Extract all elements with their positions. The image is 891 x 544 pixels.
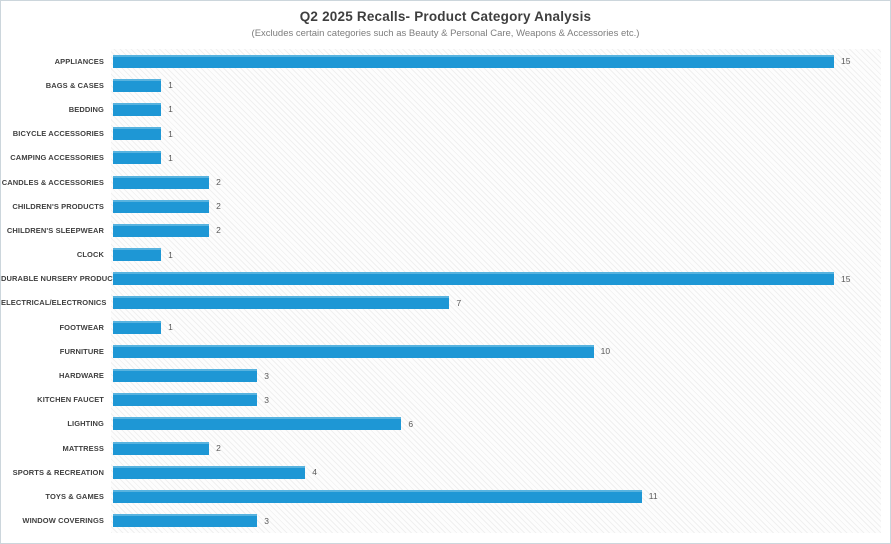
- chart-row: CHILDREN'S PRODUCTS 2: [1, 194, 890, 218]
- value-label: 2: [216, 177, 221, 188]
- value-label: 1: [168, 128, 173, 139]
- bar: [113, 223, 210, 237]
- value-label: 1: [168, 322, 173, 333]
- category-label: BEDDING: [68, 104, 104, 114]
- value-label: 6: [408, 418, 414, 429]
- category-label: ELECTRICAL/ELECTRONICS: [1, 298, 107, 308]
- category-label: CLOCK: [76, 250, 104, 260]
- bar: [113, 199, 210, 213]
- chart-row: CLOCK 1: [1, 243, 890, 267]
- category-label: WINDOW COVERINGS: [22, 516, 104, 526]
- category-label: CANDLES & ACCESSORIES: [1, 177, 104, 187]
- value-label: 7: [456, 297, 462, 308]
- category-label: FOOTWEAR: [59, 322, 104, 332]
- value-label: 2: [216, 201, 221, 212]
- value-label: 3: [264, 515, 269, 526]
- category-label: CHILDREN'S SLEEPWEAR: [6, 225, 104, 235]
- value-label: 1: [168, 249, 173, 260]
- bar: [113, 465, 306, 479]
- value-label: 1: [168, 104, 173, 115]
- category-label: HARDWARE: [59, 371, 104, 381]
- chart-row: CHILDREN'S SLEEPWEAR 2: [1, 218, 890, 242]
- chart-row: FURNITURE 10: [1, 339, 890, 363]
- category-label: TOYS & GAMES: [45, 491, 104, 501]
- chart-row: FOOTWEAR 1: [1, 315, 890, 339]
- bar: [113, 417, 402, 431]
- chart-row: DURABLE NURSERY PRODUCT 15: [1, 267, 890, 291]
- bar: [113, 54, 834, 68]
- bar-rows: APPLIANCES 15 BAGS & CASES 1 BEDDING 1 BICYCLE…: [1, 49, 890, 533]
- value-label: 1: [168, 152, 173, 163]
- category-label: FURNITURE: [59, 346, 104, 356]
- category-label: DURABLE NURSERY PRODUCT: [1, 274, 118, 284]
- value-label: 3: [264, 370, 269, 381]
- bar: [113, 441, 210, 455]
- chart-title: Q2 2025 Recalls- Product Category Analys…: [299, 9, 592, 24]
- value-label: 10: [600, 346, 611, 357]
- chart-row: BICYCLE ACCESSORIES 1: [1, 122, 890, 146]
- category-label: KITCHEN FAUCET: [37, 395, 104, 405]
- bar: [113, 296, 450, 310]
- chart-row: TOYS & GAMES 11: [1, 484, 890, 508]
- value-label: 15: [841, 56, 851, 67]
- bar: [113, 514, 258, 528]
- chart-row: CAMPING ACCESSORIES 1: [1, 146, 890, 170]
- bar: [113, 127, 162, 141]
- category-label: BICYCLE ACCESSORIES: [12, 129, 104, 139]
- category-label: APPLIANCES: [54, 56, 104, 66]
- value-label: 15: [841, 273, 851, 284]
- bar: [113, 248, 162, 262]
- value-label: 4: [312, 467, 317, 478]
- bar: [113, 320, 162, 334]
- category-label: SPORTS & RECREATION: [12, 467, 104, 477]
- category-label: CHILDREN'S PRODUCTS: [12, 201, 104, 211]
- bar: [113, 78, 162, 92]
- value-label: 2: [216, 443, 221, 454]
- bar: [113, 344, 594, 358]
- category-label: BAGS & CASES: [45, 80, 104, 90]
- category-label: LIGHTING: [67, 419, 104, 429]
- chart-row: KITCHEN FAUCET 3: [1, 388, 890, 412]
- bar: [113, 151, 162, 165]
- chart-row: CANDLES & ACCESSORIES 2: [1, 170, 890, 194]
- chart-row: SPORTS & RECREATION 4: [1, 460, 890, 484]
- bar: [113, 369, 258, 383]
- value-label: 11: [648, 491, 658, 502]
- plot-area-background: [111, 49, 881, 533]
- chart-row: MATTRESS 2: [1, 436, 890, 460]
- chart-row: BAGS & CASES 1: [1, 73, 890, 97]
- bar-chart: APPLIANCES 15 BAGS & CASES 1 BEDDING 1 BICYCLE…: [1, 49, 890, 533]
- bar: [113, 175, 210, 189]
- bar: [113, 102, 162, 116]
- bar: [113, 272, 834, 286]
- chart-row: WINDOW COVERINGS 3: [1, 509, 890, 533]
- category-label: CAMPING ACCESSORIES: [10, 153, 104, 163]
- bar: [113, 489, 642, 503]
- chart-row: LIGHTING 6: [1, 412, 890, 436]
- chart-row: ELECTRICAL/ELECTRONICS 7: [1, 291, 890, 315]
- value-label: 3: [264, 394, 269, 405]
- chart-row: HARDWARE 3: [1, 363, 890, 387]
- chart-row: APPLIANCES 15: [1, 49, 890, 73]
- category-label: MATTRESS: [62, 443, 104, 453]
- value-label: 1: [168, 80, 173, 91]
- chart-subtitle: (Excludes certain categories such as Bea…: [251, 28, 640, 39]
- bar: [113, 393, 258, 407]
- value-label: 2: [216, 225, 221, 236]
- chart-header: Q2 2025 Recalls- Product Category Analys…: [1, 1, 890, 39]
- chart-row: BEDDING 1: [1, 97, 890, 121]
